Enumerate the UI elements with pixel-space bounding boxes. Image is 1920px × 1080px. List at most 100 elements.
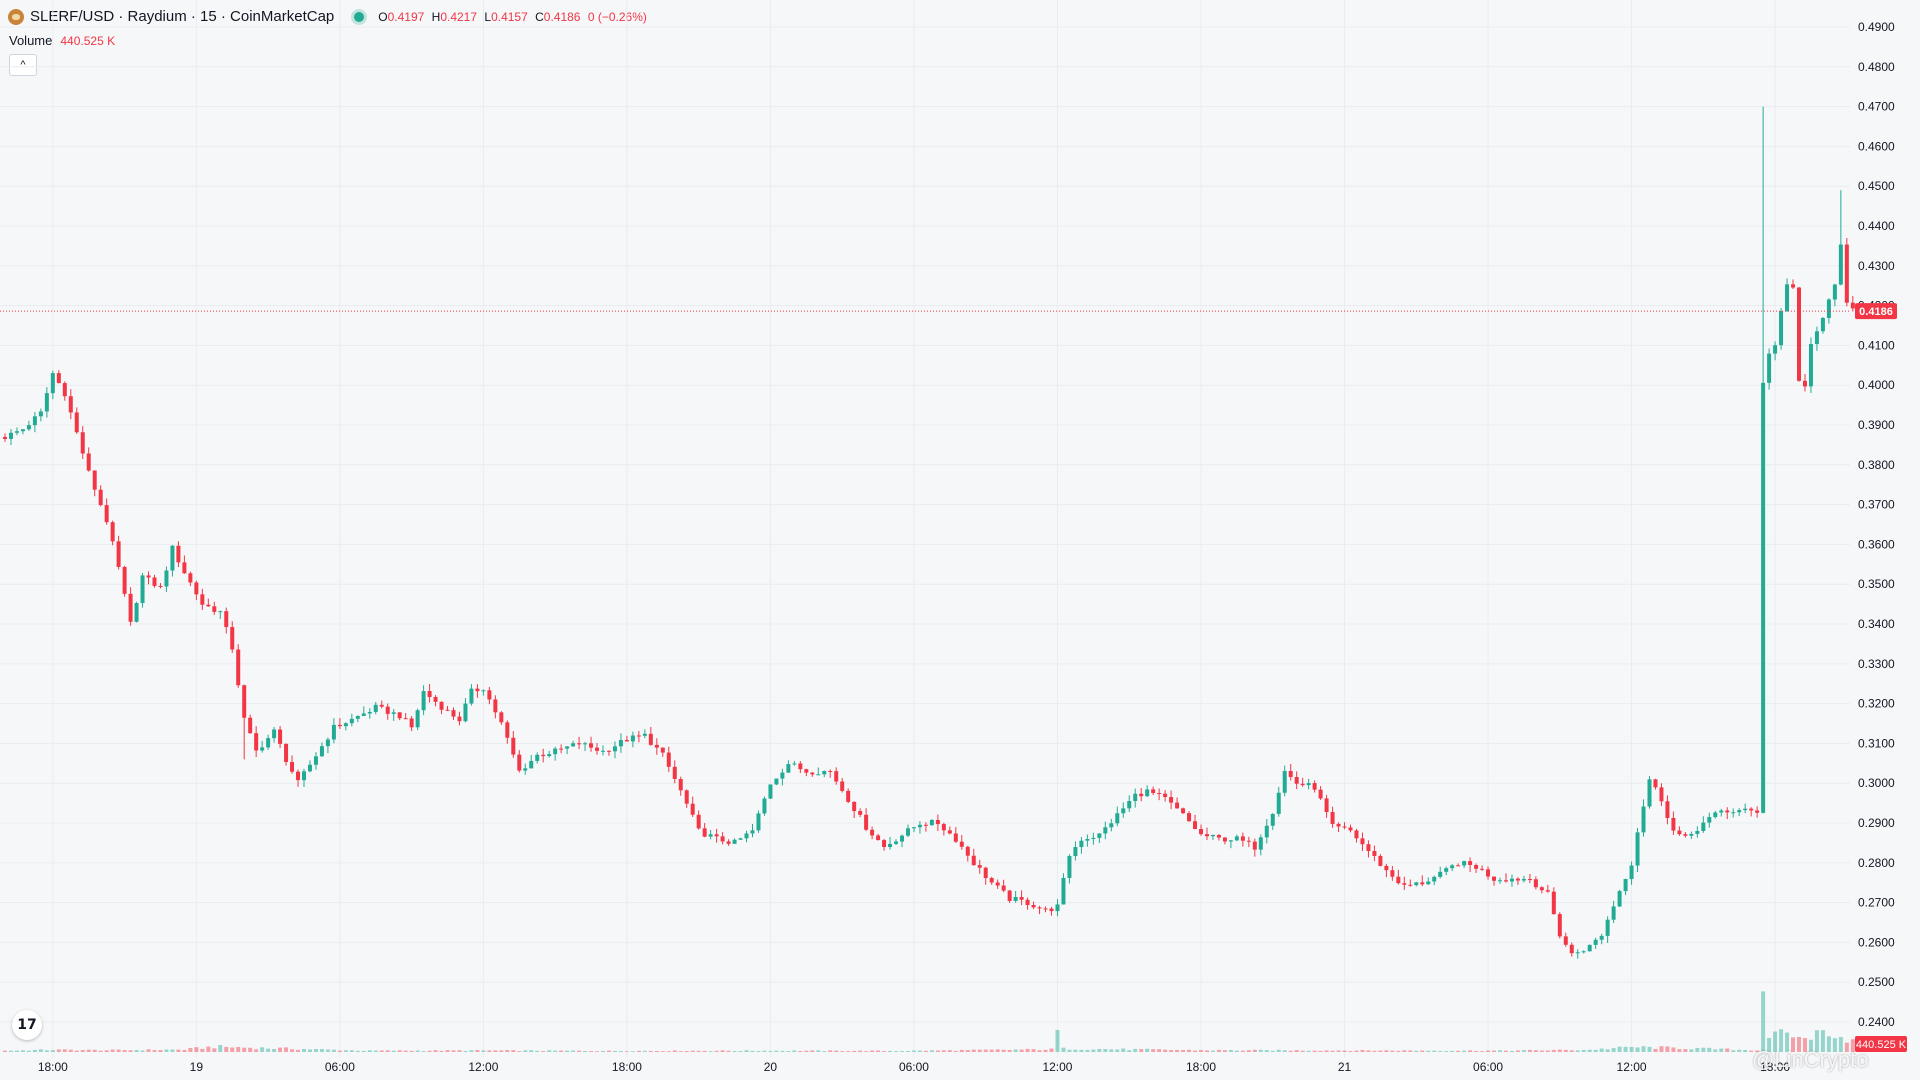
candle-body [439, 701, 444, 710]
volume-bar [1533, 1050, 1538, 1052]
candle-body [1366, 844, 1371, 851]
candle-body [1426, 881, 1431, 885]
volume-bar [1091, 1049, 1096, 1052]
candle-body [1850, 302, 1855, 309]
volume-bar [840, 1051, 845, 1052]
candle-body [1222, 837, 1227, 842]
volume-bar [917, 1050, 922, 1052]
candle-body [1791, 284, 1796, 288]
volume-bar [110, 1049, 115, 1052]
candle-body [1503, 880, 1508, 882]
symbol-title[interactable]: SLERF/USD · Raydium · 15 · CoinMarketCap [30, 8, 335, 25]
candle-body [1611, 906, 1616, 920]
candle-body [678, 778, 683, 791]
volume-bar [762, 1050, 767, 1052]
candle-body [481, 690, 486, 692]
candle-body [1396, 876, 1401, 884]
candle-body [834, 771, 839, 782]
candle-body [56, 373, 61, 384]
last-volume-text: 440.525 K [1856, 1039, 1907, 1051]
candle-body [672, 766, 677, 779]
candle-body [1330, 812, 1335, 824]
volume-bar [923, 1050, 928, 1052]
candle-body [1199, 828, 1203, 835]
volume-bar [1689, 1049, 1694, 1052]
candle-body [272, 729, 277, 739]
volume-bar [242, 1047, 247, 1052]
volume-bar [1414, 1050, 1419, 1052]
volume-bar [1199, 1050, 1203, 1052]
candle-body [313, 756, 318, 765]
volume-bar [702, 1050, 707, 1052]
candle-body [965, 846, 970, 856]
candle-body [170, 545, 175, 571]
x-tick-label: 12:00 [1042, 1060, 1072, 1074]
volume-bar [541, 1051, 546, 1052]
volume-legend: Volume 440.525 K [9, 33, 115, 48]
candle-body [1701, 822, 1706, 831]
volume-bar [1486, 1050, 1491, 1052]
candles [3, 106, 1855, 959]
candle-body [660, 747, 665, 753]
candle-body [1324, 798, 1329, 813]
volume-bar [606, 1050, 611, 1052]
y-tick-label: 0.4000 [1858, 378, 1895, 392]
candle-body [391, 712, 396, 714]
volume-bar [786, 1051, 791, 1052]
candle-body [768, 784, 773, 799]
volume-bar [284, 1047, 289, 1052]
candle-body [929, 819, 934, 826]
candle-body [1629, 865, 1634, 880]
candle-body [1067, 856, 1072, 878]
candle-body [1492, 876, 1497, 881]
volume-label[interactable]: Volume [9, 33, 53, 48]
candle-body [38, 411, 43, 417]
candle-body [1480, 868, 1485, 870]
volume-bar [624, 1051, 629, 1052]
volume-bar [1312, 1050, 1317, 1052]
candle-body [1832, 284, 1837, 300]
candle-body [1318, 789, 1323, 799]
tradingview-logo-icon[interactable]: 17 [12, 1010, 42, 1040]
candle-body [248, 717, 253, 734]
y-tick-label: 0.3800 [1858, 458, 1895, 472]
volume-bar [397, 1050, 402, 1052]
volume-bar [1707, 1047, 1712, 1052]
volume-bar [1617, 1046, 1622, 1052]
candle-body [786, 764, 791, 773]
candle-body [571, 743, 576, 747]
candle-body [1826, 299, 1831, 318]
candle-body [690, 803, 695, 815]
candle-body [1037, 907, 1042, 909]
candle-body [989, 878, 994, 883]
y-tick-label: 0.3100 [1858, 736, 1895, 750]
volume-bar [1749, 1050, 1754, 1052]
candle-body [331, 724, 336, 740]
volume-bar [1456, 1050, 1461, 1052]
volume-bar [1288, 1050, 1293, 1052]
volume-bar [1073, 1049, 1078, 1052]
candle-body [888, 843, 893, 847]
candle-body [1103, 827, 1108, 834]
volume-bar [140, 1050, 145, 1052]
volume-bar [1300, 1050, 1305, 1052]
candle-body [1031, 904, 1036, 908]
candle-body [1844, 244, 1849, 303]
candle-body [804, 769, 809, 773]
volume-bar [977, 1049, 982, 1052]
volume-bar [774, 1050, 779, 1052]
collapse-legend-button[interactable]: ^ [9, 54, 37, 76]
y-tick-label: 0.3200 [1858, 697, 1895, 711]
volume-bar [1773, 1031, 1778, 1052]
volume-bar [1402, 1050, 1407, 1052]
volume-bar [571, 1050, 576, 1052]
volume-bar [128, 1050, 133, 1052]
volume-bar [463, 1050, 468, 1052]
volume-bar [798, 1051, 803, 1052]
candle-body [1342, 826, 1347, 828]
candle-body [14, 431, 19, 433]
volume-bar [1767, 1037, 1772, 1052]
candle-body [1802, 380, 1807, 387]
candle-body [415, 710, 420, 728]
